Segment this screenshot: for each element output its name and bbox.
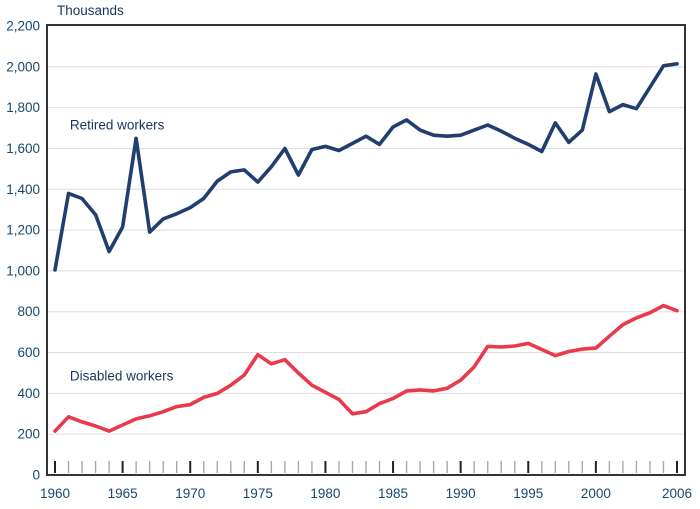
y-axis-unit-label: Thousands bbox=[57, 3, 124, 18]
x-tick-label: 2006 bbox=[662, 486, 692, 501]
x-tick-label: 1965 bbox=[108, 486, 138, 501]
y-axis-labels: 0 200 400 600 800 1,000 1,200 1,400 1,600 1,800 2,… bbox=[6, 19, 40, 483]
x-tick-label: 1975 bbox=[243, 486, 273, 501]
y-tick-label: 600 bbox=[17, 345, 40, 360]
plot-frame bbox=[46, 24, 686, 476]
y-tick-label: 2,000 bbox=[6, 59, 40, 74]
y-tick-label: 1,400 bbox=[6, 182, 40, 197]
x-axis-ticks bbox=[54, 461, 678, 473]
x-tick-label: 1985 bbox=[378, 486, 408, 501]
disabled-workers-line bbox=[53, 303, 679, 433]
y-tick-label: 400 bbox=[17, 386, 40, 401]
y-tick-label: 800 bbox=[17, 304, 40, 319]
x-tick-label: 1995 bbox=[513, 486, 543, 501]
y-tick-label: 2,200 bbox=[6, 19, 40, 34]
x-tick-label: 1980 bbox=[310, 486, 340, 501]
y-tick-label: 1,600 bbox=[6, 141, 40, 156]
x-tick-label: 1960 bbox=[40, 486, 70, 501]
y-tick-label: 1,200 bbox=[6, 223, 40, 238]
y-tick-label: 0 bbox=[32, 468, 40, 483]
y-tick-label: 1,800 bbox=[6, 100, 40, 115]
retired-workers-label: Retired workers bbox=[70, 117, 165, 132]
y-tick-label: 1,000 bbox=[6, 263, 40, 278]
x-axis-labels: 1960 1965 1970 1975 1980 1985 1990 1995 2000 2006 bbox=[40, 486, 692, 501]
retired-workers-line bbox=[53, 61, 679, 272]
x-tick-label: 1970 bbox=[175, 486, 205, 501]
x-tick-label: 2000 bbox=[581, 486, 611, 501]
y-tick-label: 200 bbox=[17, 427, 40, 442]
disabled-workers-label: Disabled workers bbox=[70, 369, 174, 384]
x-tick-label: 1990 bbox=[446, 486, 476, 501]
